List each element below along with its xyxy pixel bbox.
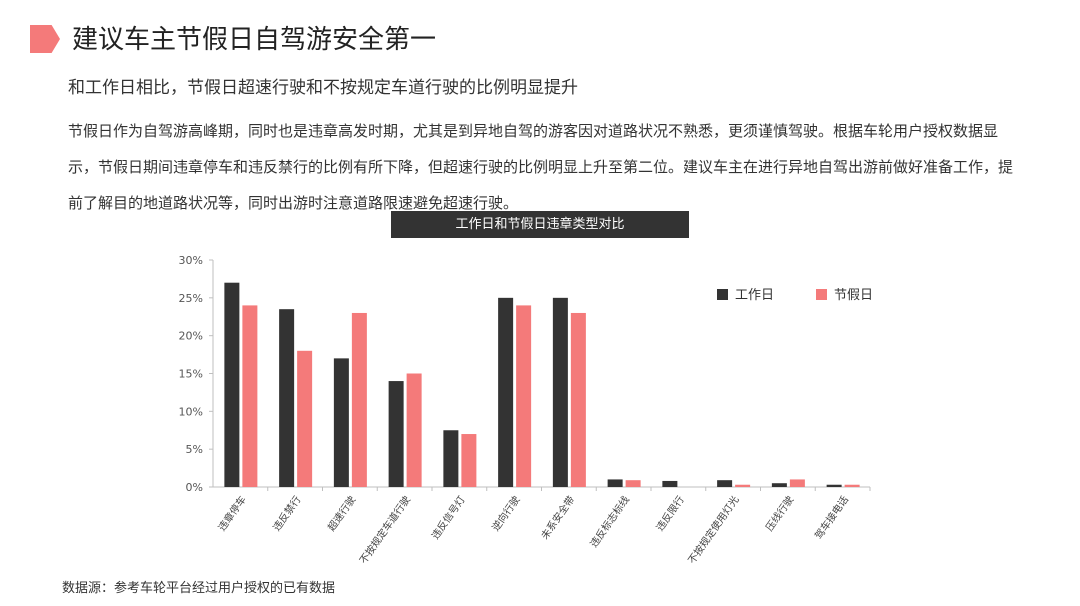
bar-workday [826, 484, 842, 487]
x-tick-label: 压线行驶 [763, 493, 797, 533]
page-title: 建议车主节假日自驾游安全第一 [72, 25, 437, 55]
bar-holiday [735, 484, 751, 487]
x-tick-label: 违反标志标线 [587, 493, 632, 550]
y-tick-label: 0% [186, 481, 203, 494]
bar-holiday [406, 373, 422, 487]
bar-workday [662, 480, 678, 487]
bar-holiday [297, 350, 313, 487]
bar-workday [333, 358, 349, 487]
page-subtitle: 和工作日相比，节假日超速行驶和不按规定车道行驶的比例明显提升 [68, 78, 578, 98]
y-tick-label: 15% [179, 368, 203, 381]
x-tick-label: 违反限行 [653, 493, 687, 533]
bar-workday [552, 297, 568, 487]
bar-workday [443, 430, 459, 487]
x-tick-label: 超速行驶 [325, 493, 359, 533]
bar-holiday [242, 305, 258, 487]
x-tick-label: 不按规定车道行驶 [357, 493, 414, 566]
data-source-note: 数据源：参考车轮平台经过用户授权的已有数据 [62, 581, 336, 596]
x-tick-label: 驾车接电话 [812, 493, 851, 541]
y-tick-label: 10% [179, 405, 203, 418]
bar-workday [717, 480, 733, 487]
legend-label: 节假日 [834, 288, 873, 303]
bar-holiday [516, 305, 532, 487]
bar-workday [388, 381, 404, 487]
y-tick-label: 5% [186, 443, 203, 456]
x-tick-label: 违反信号灯 [429, 494, 468, 542]
bar-holiday [844, 484, 860, 487]
x-tick-label: 逆向行驶 [489, 493, 523, 533]
bar-workday [224, 282, 240, 487]
legend-swatch [717, 289, 728, 300]
bar-workday [771, 483, 787, 487]
legend-swatch [816, 289, 827, 300]
bar-workday [279, 309, 295, 487]
x-tick-label: 违反禁行 [270, 493, 304, 533]
x-tick-label: 违章停车 [215, 493, 249, 533]
bar-holiday [789, 479, 805, 487]
y-tick-label: 30% [179, 254, 203, 267]
x-tick-label: 未系安全带 [538, 493, 577, 541]
description-paragraph: 节假日作为自驾游高峰期，同时也是违章高发时期，尤其是到异地自驾的游客因对道路状况… [68, 122, 1014, 212]
y-tick-label: 25% [179, 292, 203, 305]
bar-workday [607, 479, 623, 487]
bar-holiday [351, 312, 367, 487]
legend-label: 工作日 [735, 288, 774, 303]
x-tick-label: 不按规定使用灯光 [685, 493, 742, 566]
bar-workday [498, 297, 514, 487]
bar-holiday [570, 312, 586, 487]
chart-title: 工作日和节假日违章类型对比 [391, 211, 689, 238]
y-tick-label: 20% [179, 330, 203, 343]
bar-holiday [625, 480, 641, 487]
bar-holiday [461, 434, 477, 487]
